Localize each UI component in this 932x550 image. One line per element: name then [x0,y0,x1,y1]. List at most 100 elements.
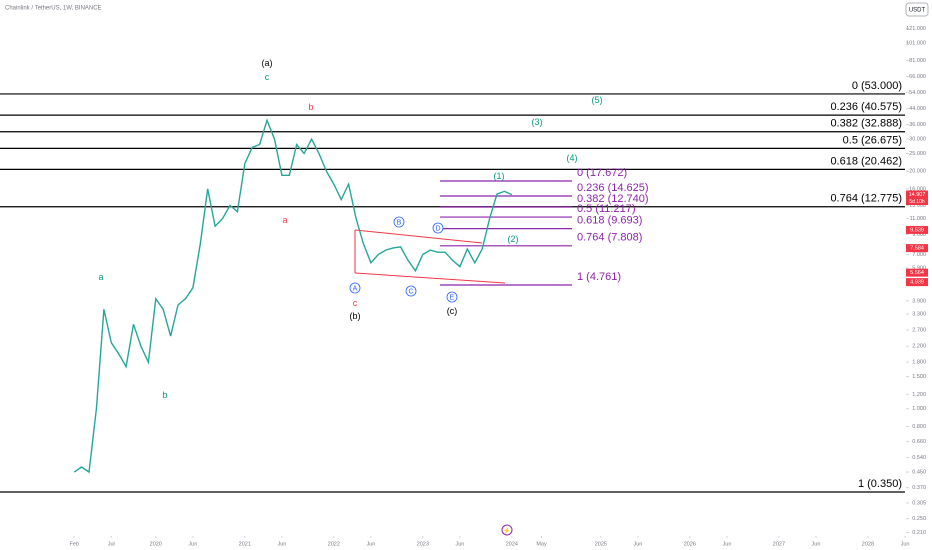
x-tick-label: 2025 [595,541,607,547]
y-tick-label: 9.000 [912,232,926,238]
wave-label: (c) [447,306,458,316]
x-tick-label: Jun [812,541,821,547]
fib-label: 0.382 (12.740) [577,193,649,205]
price-tag [906,225,928,234]
y-tick-label: 0.540 [912,455,926,461]
y-tick-label: 20.000 [909,169,926,175]
fib-label: 0.764 (7.808) [577,232,642,244]
x-tick-label: 2020 [150,541,162,547]
x-tick-label: Jun [455,541,464,547]
wave-label: c [265,72,270,82]
fib-label: 1 (4.761) [577,271,621,283]
wave-circle [432,222,444,234]
y-tick-label: 0.660 [912,439,926,445]
wave-label: B [397,219,402,226]
wave-circle [446,291,458,303]
x-tick-label: Jun [277,541,286,547]
x-tick-label: 2026 [684,541,696,547]
chart-title: Chainlink / TetherUS, 1W, BINANCE [5,6,102,12]
wave-label: D [435,225,440,232]
y-tick-label: 25.000 [909,151,926,157]
y-tick-label: 81.000 [909,58,926,64]
x-tick-label: Jun [901,541,910,547]
y-tick-label: 0.370 [912,485,926,491]
fib-label: 0.764 (12.775) [830,193,902,205]
wave-circle [349,282,361,294]
wave-label: c [353,298,358,308]
price-line [73,118,513,474]
x-tick-label: 2027 [773,541,785,547]
event-icon[interactable] [501,524,513,536]
triangle-upper [354,229,483,244]
fib-label: 0.5 (11.217) [577,203,636,215]
wave-circle [405,285,417,297]
x-tick-label: Jul [108,541,115,547]
price-tag [906,244,928,253]
x-tick-label: Jun [188,541,197,547]
price-tag-label: 14.907 [909,192,926,198]
y-tick-label: 11.000 [910,216,926,222]
price-tag-label: 9.539 [910,227,924,233]
currency: USDT [909,8,926,14]
y-tick-label: 54.000 [909,90,926,96]
wave-label: a [282,215,287,225]
y-tick-label: 3.300 [912,312,926,318]
x-tick-label: Jun [634,541,643,547]
y-tick-label: 5.900 [912,265,926,271]
y-tick-label: 2.200 [912,344,926,350]
triangle-lower [354,272,506,284]
fib-label: 0 (17.672) [577,167,627,179]
price-tag [906,190,928,199]
price-tag [906,278,928,287]
y-tick-label: 1.200 [912,392,926,398]
y-tick-label: 16.000 [909,186,926,192]
x-tick-label: 2021 [239,541,251,547]
wave-label: (b) [350,311,361,321]
x-tick-label: Feb [69,541,78,547]
wave-label: (2) [508,234,519,244]
x-tick-label: 2024 [506,541,518,547]
y-tick-label: 13.000 [909,203,926,209]
fib-label: 0.618 (20.462) [830,155,902,167]
y-tick-label: 0.305 [912,500,926,506]
price-tag [906,268,928,277]
fib-label: 1 (0.350) [858,478,902,490]
wave-label: a [98,272,103,282]
x-tick-label: 2022 [328,541,340,547]
y-tick-label: 66.000 [909,74,926,80]
wave-circle [393,216,405,228]
wave-label: C [408,288,413,295]
countdown-box [906,198,928,206]
y-tick-label: 101.000 [906,40,926,46]
fib-label: 0.236 (40.575) [830,101,902,113]
currency-box[interactable] [905,2,929,17]
wave-label: (4) [567,153,578,163]
fib-label: 0.5 (26.675) [843,134,902,146]
y-tick-label: 1.500 [912,374,926,380]
wave-label: (1) [494,171,505,181]
x-tick-label: Jun [723,541,732,547]
price-tag-label: 7.584 [910,246,924,252]
price-tag-label: 4.939 [910,280,924,286]
fib-label: 0.236 (14.625) [577,182,649,194]
y-tick-label: 7.000 [912,252,926,258]
y-tick-label: 0.250 [912,516,926,522]
x-tick-label: 2023 [417,541,429,547]
price-tag-label: 5.564 [910,270,924,276]
y-tick-label: 2.700 [912,327,926,333]
fib-label: 0 (53.000) [852,80,902,92]
y-tick-label: 0.210 [912,530,926,536]
wave-label: A [353,285,358,292]
y-tick-label: 121.000 [906,26,926,32]
y-tick-label: 36.000 [909,122,926,128]
fib-label: 0.382 (32.888) [830,118,902,130]
y-tick-label: 1.800 [912,360,926,366]
y-tick-label: 1.000 [912,406,926,412]
wave-label: (a) [262,58,273,68]
y-tick-label: 44.000 [909,106,926,112]
x-tick-label: 2028 [862,541,874,547]
y-tick-label: 3.900 [912,298,926,304]
wave-label: E [450,294,455,301]
wave-label: b [308,102,313,112]
